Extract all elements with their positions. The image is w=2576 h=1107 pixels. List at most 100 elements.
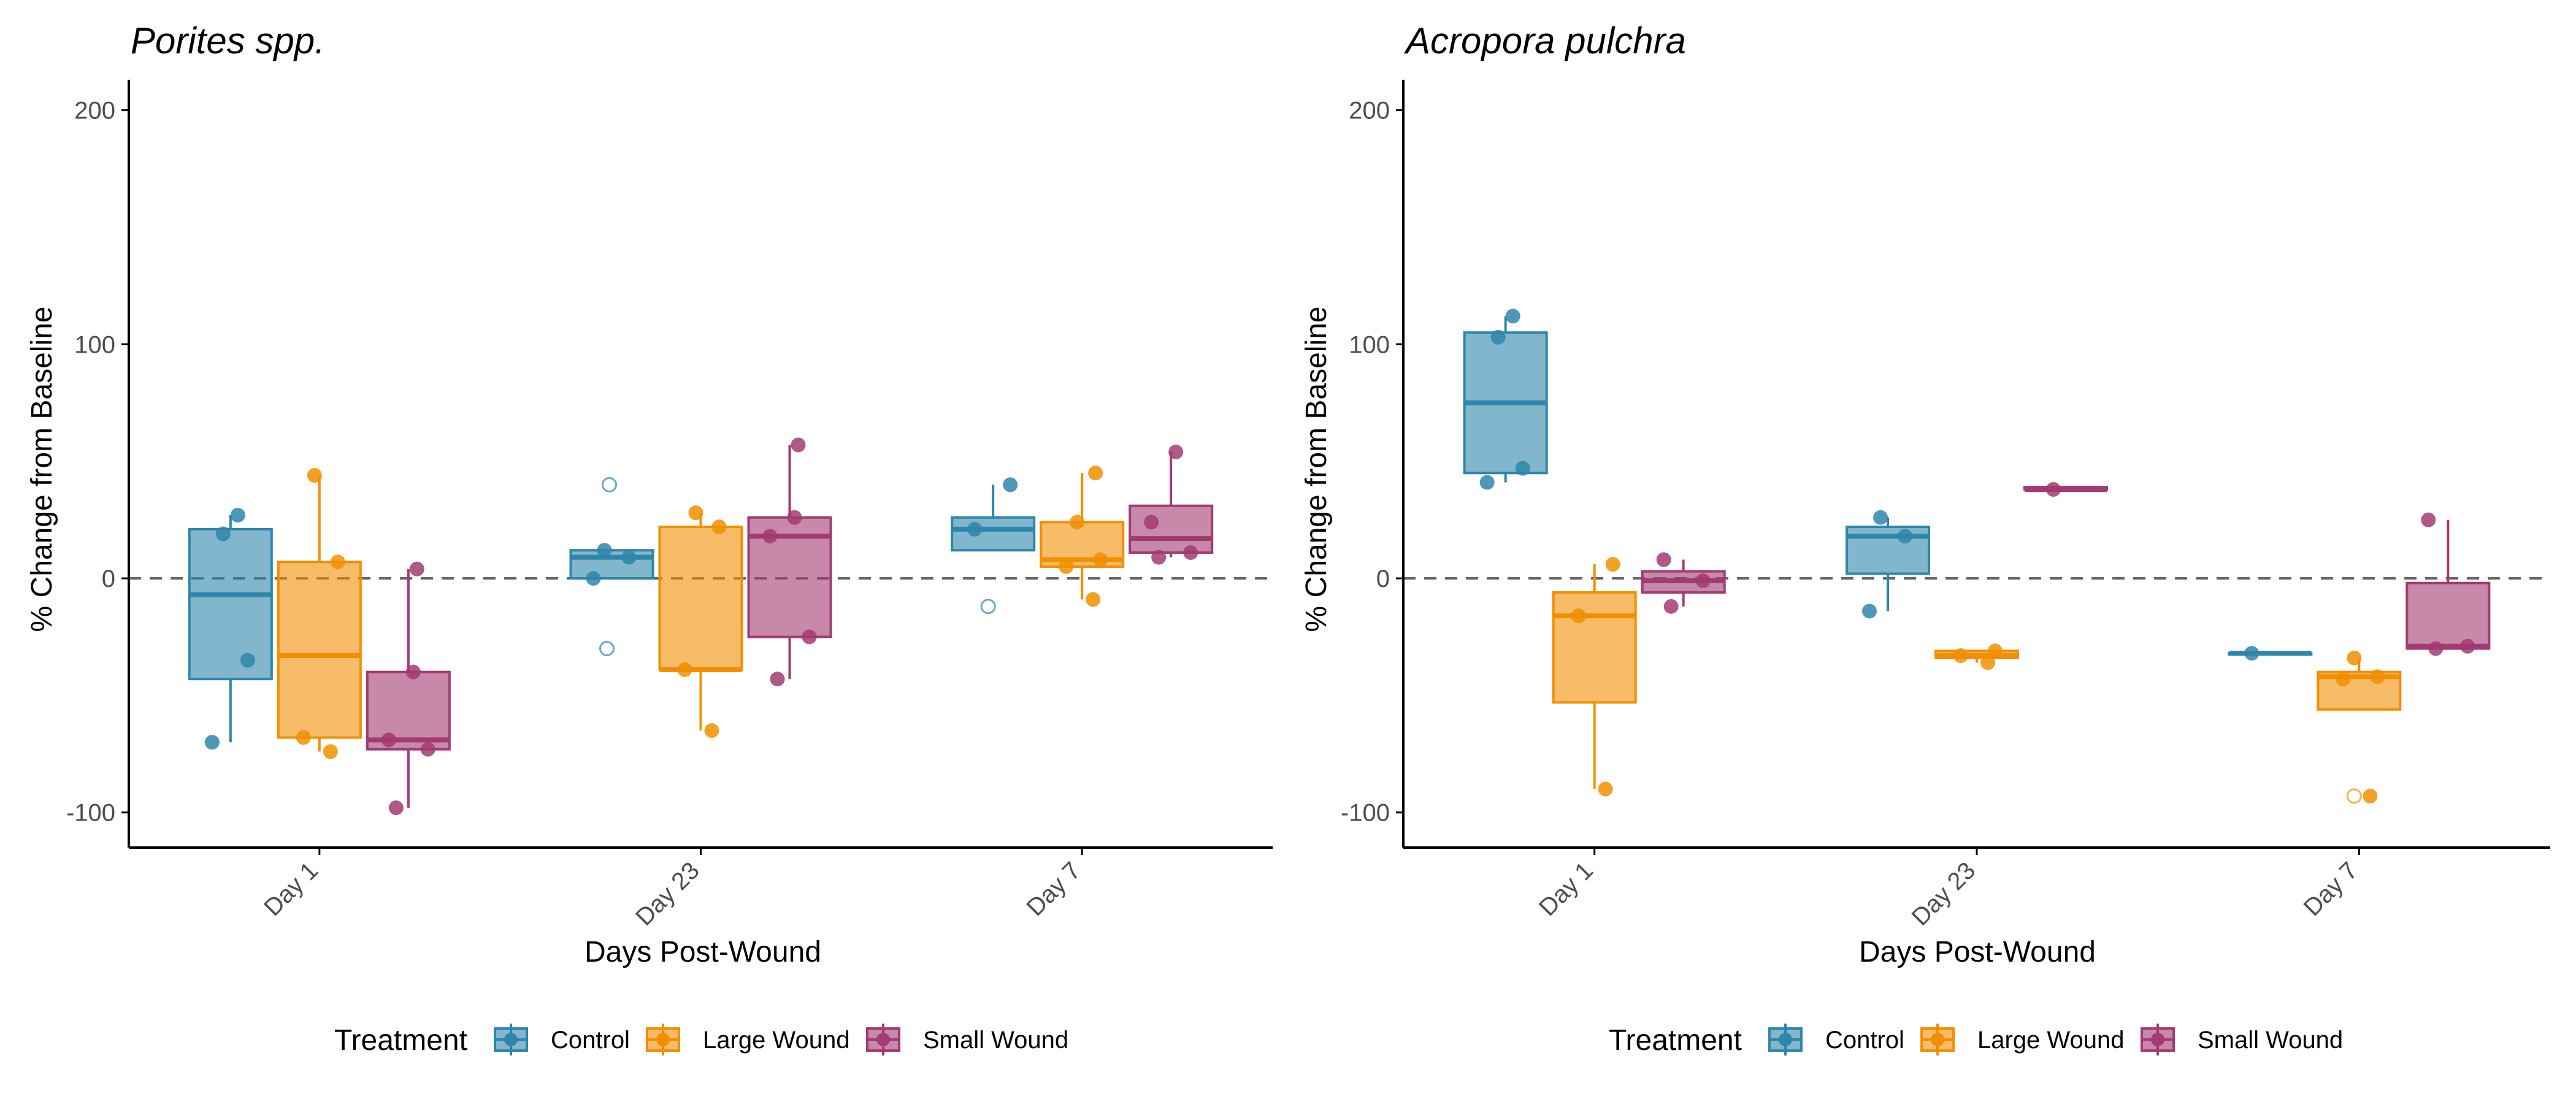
box-day-7-control bbox=[2228, 646, 2313, 661]
data-point bbox=[1003, 477, 1018, 492]
data-point bbox=[1980, 655, 1995, 670]
box-body bbox=[569, 549, 654, 580]
data-point bbox=[1862, 603, 1877, 619]
data-point bbox=[230, 507, 245, 523]
legend-left: Treatment Control Large Wound Small Woun… bbox=[334, 1024, 1068, 1057]
box-body bbox=[658, 526, 743, 671]
data-point bbox=[1183, 545, 1198, 561]
box-day-7-small-wound bbox=[2405, 512, 2491, 656]
data-point bbox=[1515, 461, 1530, 476]
plot-layer: -100 0 100 200 Day 1 Day 23 Day 7 -100 0 100 200 Da… bbox=[66, 80, 2550, 931]
legend-key-point bbox=[1931, 1033, 1944, 1046]
data-point bbox=[381, 732, 396, 748]
data-point bbox=[2363, 789, 2378, 804]
data-point bbox=[1695, 573, 1711, 588]
box-body bbox=[277, 561, 362, 739]
x-axis-title-left: Days Post-Wound bbox=[585, 936, 821, 968]
legend-title-left: Treatment bbox=[334, 1024, 467, 1057]
data-point bbox=[1088, 465, 1103, 481]
box-body bbox=[2405, 581, 2491, 650]
box-body bbox=[1552, 591, 1637, 704]
y-axis-title-right: % Change from Baseline bbox=[1300, 307, 1333, 632]
legend-label-control: Control bbox=[1825, 1027, 1904, 1054]
data-point bbox=[1093, 552, 1108, 567]
legend-item-large-wound: Large Wound bbox=[1920, 1024, 2124, 1055]
box-day-23-control bbox=[569, 477, 654, 657]
data-point bbox=[704, 723, 719, 738]
data-point bbox=[1988, 643, 2003, 659]
x-tick-label: Day 23 bbox=[1907, 857, 1981, 931]
data-point bbox=[2336, 672, 2351, 687]
data-point bbox=[1070, 515, 1085, 530]
x-tick-label: Day 7 bbox=[2299, 857, 2363, 921]
legend-label-large-wound: Large Wound bbox=[1977, 1027, 2124, 1054]
data-point bbox=[330, 554, 345, 570]
data-point bbox=[307, 468, 322, 483]
data-point bbox=[1059, 559, 1074, 574]
data-point bbox=[791, 437, 806, 453]
data-point bbox=[1898, 529, 1912, 544]
data-point bbox=[1151, 550, 1167, 565]
data-point bbox=[409, 561, 424, 576]
box-day-7-large-wound bbox=[2317, 650, 2402, 804]
data-point bbox=[420, 741, 435, 757]
legend-item-small-wound: Small Wound bbox=[2141, 1024, 2343, 1055]
x-tick-label: Day 7 bbox=[1022, 857, 1086, 921]
legend-item-control: Control bbox=[1768, 1024, 1904, 1055]
data-point bbox=[762, 529, 778, 544]
legend-item-large-wound: Large Wound bbox=[646, 1024, 849, 1055]
data-point bbox=[1571, 608, 1586, 624]
legend-item-control: Control bbox=[494, 1024, 630, 1055]
data-point bbox=[1490, 329, 1506, 345]
data-point bbox=[770, 672, 785, 687]
y-tick-label: -100 bbox=[66, 800, 115, 827]
x-tick-label: Day 1 bbox=[1534, 857, 1598, 921]
box-day-1-large-wound bbox=[277, 468, 362, 759]
outlier-point bbox=[602, 477, 617, 492]
box-day-23-large-wound bbox=[658, 505, 743, 738]
data-point bbox=[2046, 481, 2061, 497]
data-point bbox=[1953, 648, 1968, 663]
data-point bbox=[621, 550, 637, 565]
box-day-7-control bbox=[951, 477, 1036, 615]
data-point bbox=[1086, 592, 1101, 607]
data-point bbox=[296, 730, 311, 745]
data-point bbox=[405, 664, 421, 680]
data-point bbox=[2347, 650, 2362, 665]
legend-label-large-wound: Large Wound bbox=[703, 1027, 849, 1054]
legend-title-right: Treatment bbox=[1609, 1024, 1742, 1057]
data-point bbox=[1168, 444, 1184, 459]
box-day-1-small-wound bbox=[366, 561, 451, 816]
data-point bbox=[1605, 557, 1620, 572]
legend-key-point bbox=[1779, 1033, 1792, 1046]
data-point bbox=[1656, 552, 1671, 567]
box-day-1-small-wound bbox=[1641, 552, 1726, 614]
y-tick-label: 200 bbox=[1349, 98, 1390, 124]
box-day-1-control bbox=[188, 507, 273, 750]
data-point bbox=[1663, 599, 1679, 614]
data-point bbox=[1505, 308, 1520, 324]
x-axis-title-right: Days Post-Wound bbox=[1859, 936, 2096, 968]
box-body bbox=[188, 527, 273, 681]
legend-key-point bbox=[504, 1033, 518, 1046]
data-point bbox=[787, 510, 802, 525]
y-tick-label: -100 bbox=[1341, 800, 1390, 827]
data-point bbox=[677, 662, 692, 677]
box-day-7-small-wound bbox=[1129, 444, 1214, 565]
legend-label-small-wound: Small Wound bbox=[2198, 1027, 2343, 1054]
y-tick-label: 200 bbox=[74, 98, 115, 124]
box-day-1-control bbox=[1463, 308, 1548, 490]
legend-label-control: Control bbox=[551, 1027, 630, 1054]
legend-key-point bbox=[656, 1033, 670, 1046]
data-point bbox=[2244, 646, 2260, 661]
data-point bbox=[597, 543, 612, 558]
legend-key-point bbox=[876, 1033, 890, 1046]
y-tick-label: 100 bbox=[74, 331, 115, 358]
data-point bbox=[967, 521, 983, 537]
box-day-23-control bbox=[1846, 510, 1930, 619]
data-point bbox=[2421, 512, 2436, 527]
data-point bbox=[2370, 669, 2385, 684]
data-point bbox=[1144, 515, 1159, 530]
